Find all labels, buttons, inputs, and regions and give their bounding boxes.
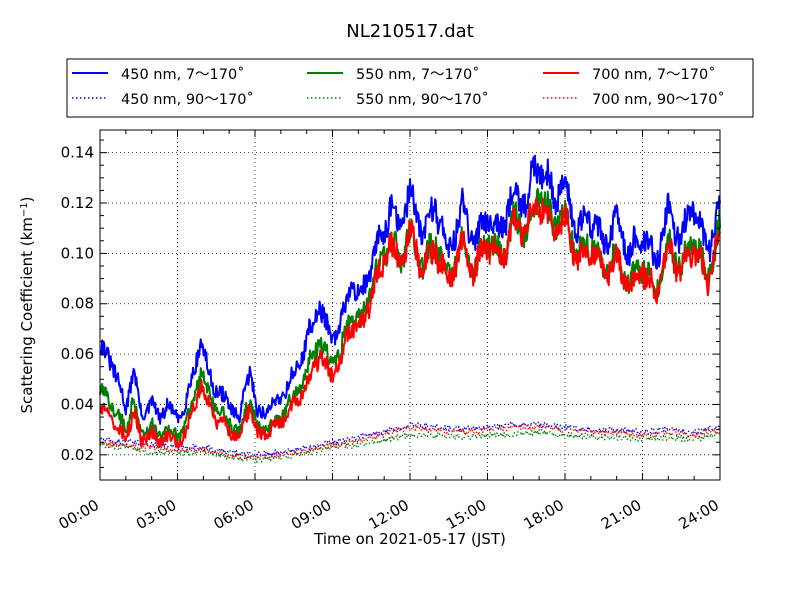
y-tick-labels: 0.02 0.04 0.06 0.08 0.10 0.12 0.14 [61, 144, 94, 464]
series-layer [99, 154, 721, 464]
y-tick-label-2: 0.06 [61, 345, 94, 363]
legend: 450 nm, 7～170˚ 450 nm, 90～170˚ 550 nm, 7～1… [66, 58, 754, 118]
legend-label-0: 450 nm, 7～170˚ [121, 66, 244, 83]
y-tick-label-6: 0.14 [61, 144, 94, 162]
legend-label-5: 700 nm, 90～170˚ [592, 91, 725, 108]
legend-label-2: 550 nm, 7～170˚ [356, 66, 479, 83]
axis-ticks [99, 130, 721, 480]
y-tick-label-5: 0.12 [61, 194, 94, 212]
series-line-4 [99, 197, 721, 449]
series-line-0 [99, 154, 721, 425]
x-axis-label: Time on 2021-05-17 (JST) [313, 530, 506, 548]
legend-label-3: 550 nm, 90～170˚ [356, 91, 489, 108]
y-axis-label-sup: −1 [19, 202, 30, 217]
y-tick-label-4: 0.10 [61, 244, 94, 262]
y-tick-label-3: 0.08 [61, 295, 94, 313]
y-axis-label-main: Scattering Coefficient (km [18, 217, 36, 413]
y-tick-label-1: 0.04 [61, 395, 94, 413]
y-axis-label: Scattering Coefficient (km−1) [18, 196, 36, 413]
legend-label-1: 450 nm, 90～170˚ [121, 91, 254, 108]
y-axis-label-close: ) [18, 196, 36, 202]
chart-title: NL210517.dat [346, 21, 473, 42]
legend-label-4: 700 nm, 7～170˚ [592, 66, 715, 83]
series-line-5 [99, 423, 721, 461]
series-line-1 [99, 421, 721, 458]
y-tick-label-0: 0.02 [61, 446, 94, 464]
legend-box [66, 58, 754, 118]
